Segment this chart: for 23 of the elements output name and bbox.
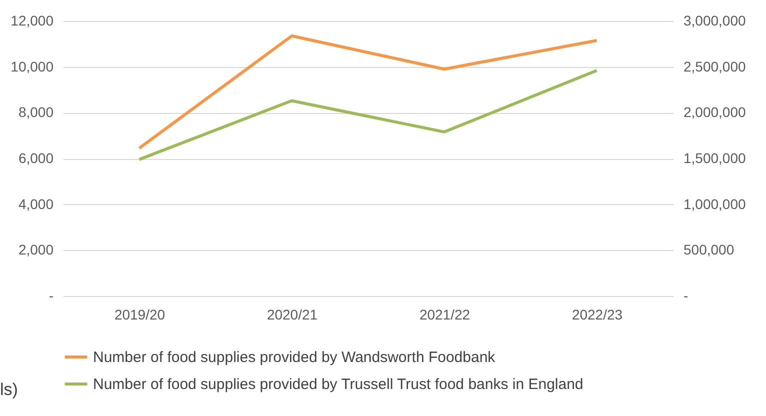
y2-tick-label: 1,000,000 bbox=[684, 196, 746, 212]
legend-label: Number of food supplies provided by Wandsworth Foodbank bbox=[93, 349, 496, 366]
y2-tick-label: 2,000,000 bbox=[684, 104, 746, 120]
y-tick-label: 8,000 bbox=[18, 104, 54, 120]
y2-tick-label: - bbox=[684, 288, 688, 304]
line-series bbox=[138, 34, 598, 150]
y2-tick-label: 3,000,000 bbox=[684, 12, 746, 28]
y2-tick-label: 2,500,000 bbox=[684, 58, 746, 74]
x-tick-label: 2019/20 bbox=[114, 306, 166, 322]
x-tick-label: 2021/22 bbox=[419, 306, 470, 322]
y-tick-label: - bbox=[48, 288, 54, 304]
y-tick-label: 6,000 bbox=[18, 150, 54, 166]
x-tick-label: 2020/21 bbox=[266, 306, 318, 322]
y-tick-label: 10,000 bbox=[10, 58, 54, 74]
y-tick-label: 12,000 bbox=[10, 12, 54, 28]
x-tick-label: 2022/23 bbox=[572, 306, 623, 322]
y2-tick-label: 1,500,000 bbox=[684, 150, 746, 166]
line-series bbox=[138, 69, 598, 161]
y-tick-label: 2,000 bbox=[18, 242, 54, 258]
legend-label: Number of food supplies provided by Trussell Trust food banks in England bbox=[93, 376, 584, 393]
y2-tick-label: 500,000 bbox=[684, 242, 734, 258]
text: ls) bbox=[0, 380, 18, 399]
y-tick-label: 4,000 bbox=[18, 196, 54, 212]
